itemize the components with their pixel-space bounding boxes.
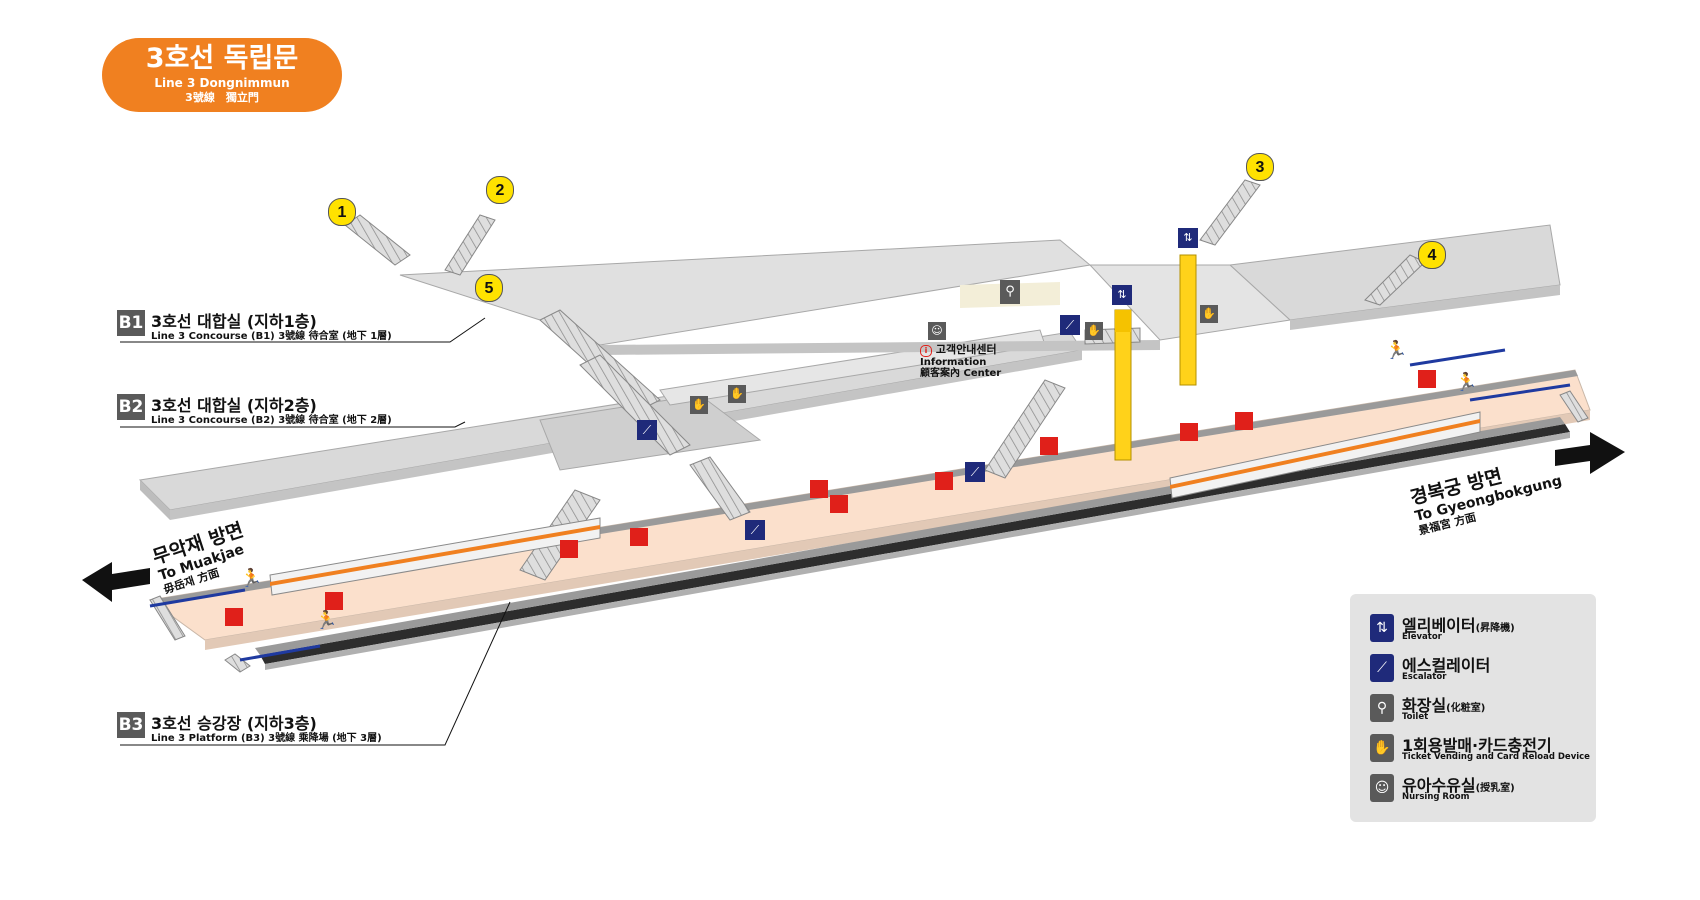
ticket-machine-icon: ✋ (1370, 734, 1394, 762)
escalator-icon: ⟋ (637, 420, 657, 440)
escalator-icon: ⟋ (965, 462, 985, 482)
ticket-machine-icon: ✋ (1200, 305, 1218, 323)
running-person-icon: 🏃 (1385, 340, 1408, 361)
escalator-icon: ⟋ (1060, 315, 1080, 335)
station-title-badge: 3호선 독립문 Line 3 Dongnimmun 3號線 獨立門 (102, 38, 342, 112)
info-center-label: i 고객안내센터 Information 顧客案內 Center (920, 343, 1002, 379)
trains (269, 411, 1481, 596)
fire-extinguisher-icon (560, 540, 578, 558)
b2-leader (120, 421, 466, 428)
legend-item-ticket: ✋ 1회용발매·카드충전기 Ticket Vending and Card Re… (1370, 732, 1596, 768)
station-title-en: Line 3 Dongnimmun (154, 76, 290, 90)
ticket-machine-icon: ✋ (728, 385, 746, 403)
escalator-icon: ⟋ (745, 520, 765, 540)
emergency-phone-icon (630, 528, 648, 546)
fire-extinguisher-icon (1418, 370, 1436, 388)
fire-extinguisher-icon (325, 592, 343, 610)
elevator-shafts (1114, 254, 1197, 461)
legend-item-nursing: ☺ 유아수유실(授乳室) Nursing Room (1370, 772, 1596, 808)
b1-concourse (399, 224, 1561, 355)
station-title-hanja: 3號線 獨立門 (185, 91, 259, 104)
toilet-icon: ⚲ (1000, 280, 1020, 304)
legend-item-toilet: ⚲ 화장실(化粧室) Toilet (1370, 692, 1596, 728)
fire-extinguisher-icon (810, 480, 828, 498)
elevator-icon: ⇅ (1178, 228, 1198, 248)
fire-extinguisher-icon (225, 608, 243, 626)
b1-leader (120, 317, 486, 343)
exit-5-marker: 5 (475, 274, 503, 302)
ticket-machine-icon: ✋ (1085, 322, 1103, 340)
station-title-ko: 3호선 독립문 (145, 43, 299, 74)
direction-arrows (82, 348, 1625, 662)
escalator-icon: ⟋ (1370, 654, 1394, 682)
fire-extinguisher-icon (1040, 437, 1058, 455)
emergency-phone-icon (1235, 412, 1253, 430)
running-person-icon: 🏃 (315, 610, 338, 631)
elevator-icon: ⇅ (1112, 285, 1132, 305)
exit-3-marker: 3 (1246, 153, 1274, 181)
legend-item-elevator: ⇅ 엘리베이터(昇降機) Elevator (1370, 612, 1596, 648)
b3-leader (120, 601, 511, 746)
info-icon: i (920, 345, 932, 357)
track-near (260, 424, 1570, 664)
legend-item-escalator: ⟋ 에스컬레이터 Escalator (1370, 652, 1596, 688)
running-person-icon: 🏃 (240, 568, 263, 589)
exit-4-marker: 4 (1418, 241, 1446, 269)
arrow-right-icon (1555, 432, 1625, 474)
emergency-phone-icon (935, 472, 953, 490)
exit-1-marker: 1 (328, 198, 356, 226)
nursing-room-icon: ☺ (1370, 774, 1394, 802)
ticket-machine-icon: ✋ (690, 396, 708, 414)
arrow-left-icon (82, 562, 150, 602)
fire-extinguisher-icon (1180, 423, 1198, 441)
elevator-icon: ⇅ (1370, 614, 1394, 642)
running-person-icon: 🏃 (1455, 372, 1478, 393)
toilet-icon: ⚲ (1370, 694, 1394, 722)
staircases (149, 179, 1589, 673)
legend-panel: ⇅ 엘리베이터(昇降機) Elevator ⟋ 에스컬레이터 Escalator… (1350, 594, 1596, 822)
emergency-phone-icon (830, 495, 848, 513)
exit-2-marker: 2 (486, 176, 514, 204)
nursing-room-icon: ☺ (928, 322, 946, 340)
